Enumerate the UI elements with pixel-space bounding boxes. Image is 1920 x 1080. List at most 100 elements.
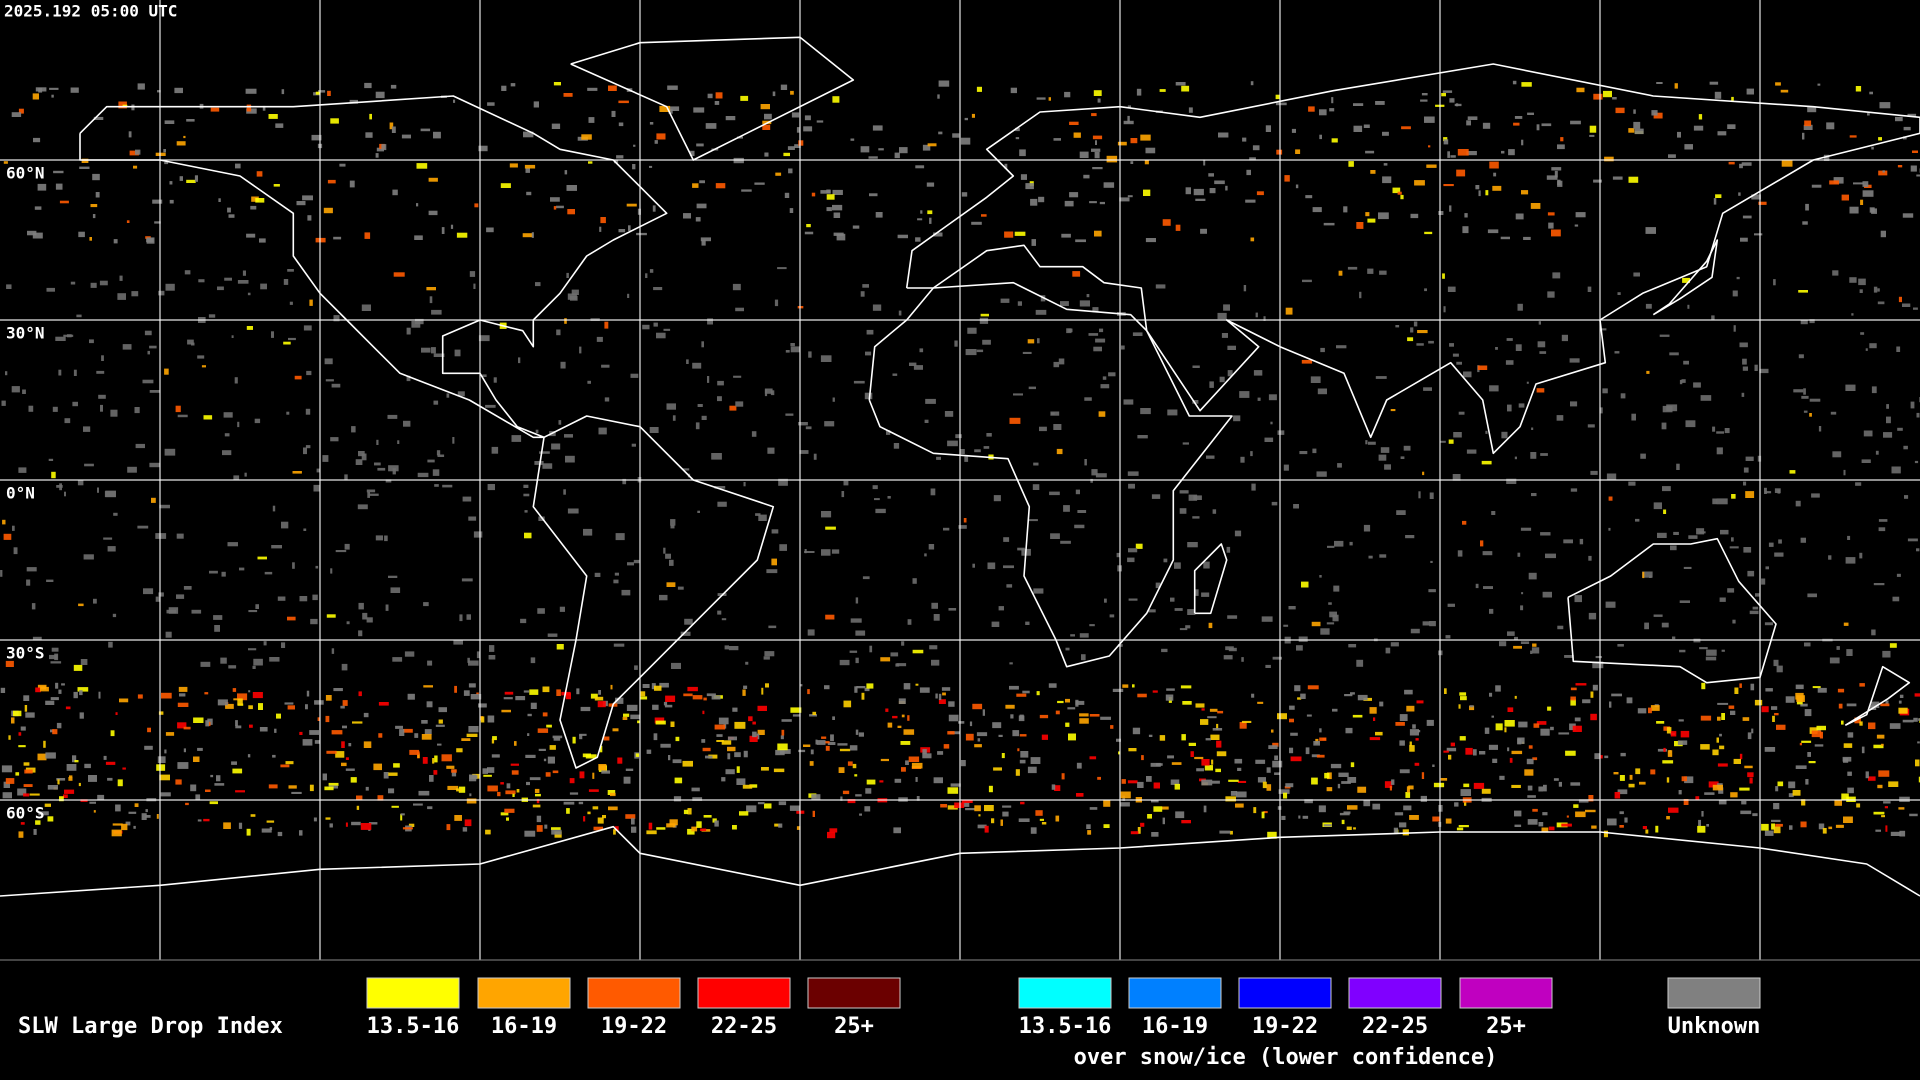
- cloud-speck: [745, 661, 749, 665]
- cloud-speck: [872, 304, 882, 311]
- cloud-speck: [1281, 815, 1286, 820]
- cloud-speck: [1620, 393, 1626, 399]
- cloud-speck: [633, 144, 636, 147]
- cloud-speck: [224, 277, 232, 281]
- cloud-speck: [1460, 789, 1471, 796]
- cloud-speck: [594, 572, 601, 577]
- cloud-speck: [1631, 413, 1636, 421]
- legend-label: 19-22: [601, 1014, 667, 1039]
- cloud-speck: [1050, 411, 1060, 416]
- cloud-speck: [1644, 622, 1649, 630]
- cloud-speck: [1547, 706, 1552, 711]
- cloud-speck: [1091, 148, 1101, 152]
- cloud-speck: [659, 105, 671, 112]
- cloud-speck: [1301, 359, 1313, 364]
- cloud-speck: [389, 122, 394, 130]
- cloud-speck: [855, 794, 862, 797]
- cloud-speck: [1302, 815, 1309, 819]
- cloud-speck: [56, 778, 66, 781]
- cloud-speck: [239, 567, 245, 571]
- cloud-speck: [223, 822, 231, 829]
- cloud-speck: [1731, 537, 1734, 542]
- cloud-speck: [45, 752, 56, 759]
- cloud-speck: [1475, 583, 1479, 589]
- cloud-speck: [1718, 799, 1727, 805]
- cloud-speck: [1734, 687, 1739, 694]
- cloud-speck: [965, 349, 977, 356]
- cloud-speck: [725, 769, 735, 775]
- cloud-speck: [1010, 87, 1017, 94]
- cloud-speck: [1218, 132, 1229, 138]
- cloud-speck: [635, 753, 640, 757]
- cloud-speck: [357, 504, 368, 510]
- cloud-speck: [1869, 207, 1875, 213]
- cloud-speck: [40, 686, 49, 692]
- cloud-speck: [1079, 633, 1089, 638]
- cloud-speck: [1642, 826, 1647, 830]
- cloud-speck: [707, 376, 710, 383]
- cloud-speck: [702, 747, 711, 752]
- cloud-speck: [1318, 805, 1326, 813]
- cloud-speck: [491, 754, 500, 758]
- cloud-speck: [1606, 473, 1617, 480]
- cloud-speck: [1307, 685, 1319, 690]
- cloud-speck: [1628, 481, 1636, 486]
- cloud-speck: [718, 717, 729, 725]
- cloud-speck: [1720, 529, 1729, 535]
- cloud-speck: [245, 88, 257, 94]
- cloud-speck: [1517, 303, 1523, 311]
- cloud-speck: [92, 214, 96, 219]
- cloud-speck: [1873, 811, 1885, 815]
- cloud-speck: [1913, 717, 1918, 722]
- cloud-speck: [1527, 112, 1534, 115]
- cloud-speck: [1323, 824, 1332, 827]
- cloud-speck: [743, 685, 748, 689]
- cloud-speck: [436, 450, 441, 456]
- cloud-speck: [400, 813, 403, 821]
- cloud-speck: [296, 201, 306, 206]
- cloud-speck: [429, 775, 434, 782]
- cloud-speck: [310, 618, 318, 625]
- cloud-speck: [1719, 745, 1725, 750]
- cloud-speck: [468, 683, 476, 688]
- cloud-speck: [1412, 724, 1416, 729]
- cloud-speck: [781, 729, 785, 736]
- cloud-speck: [1509, 757, 1513, 763]
- legend-swatch: [1348, 977, 1442, 1009]
- cloud-speck: [59, 796, 64, 802]
- cloud-speck: [1397, 191, 1402, 195]
- cloud-speck: [276, 713, 281, 719]
- cloud-speck: [1395, 722, 1405, 726]
- cloud-speck: [1440, 440, 1446, 443]
- legend-swatch: [807, 977, 901, 1009]
- cloud-speck: [874, 498, 880, 501]
- cloud-speck: [393, 272, 405, 277]
- cloud-speck: [13, 710, 22, 717]
- cloud-speck: [1507, 747, 1510, 752]
- cloud-speck: [974, 805, 981, 812]
- cloud-speck: [837, 743, 848, 746]
- cloud-speck: [815, 739, 818, 745]
- cloud-speck: [322, 455, 329, 462]
- cloud-speck: [563, 801, 575, 805]
- cloud-speck: [250, 814, 256, 817]
- cloud-speck: [798, 422, 808, 426]
- cloud-speck: [1094, 230, 1102, 237]
- cloud-speck: [1312, 448, 1317, 454]
- cloud-speck: [1209, 381, 1214, 388]
- cloud-speck: [1550, 726, 1554, 731]
- cloud-speck: [1871, 701, 1880, 708]
- cloud-speck: [78, 603, 84, 607]
- cloud-speck: [1208, 622, 1213, 629]
- cloud-speck: [24, 705, 28, 712]
- cloud-speck: [1445, 818, 1452, 824]
- cloud-speck: [843, 480, 849, 486]
- cloud-speck: [1871, 386, 1877, 394]
- cloud-speck: [164, 161, 169, 165]
- cloud-speck: [1120, 802, 1130, 807]
- cloud-speck: [859, 813, 862, 816]
- cloud-speck: [1765, 491, 1772, 494]
- cloud-speck: [964, 456, 969, 462]
- cloud-speck: [1009, 685, 1019, 690]
- cloud-speck: [17, 788, 27, 796]
